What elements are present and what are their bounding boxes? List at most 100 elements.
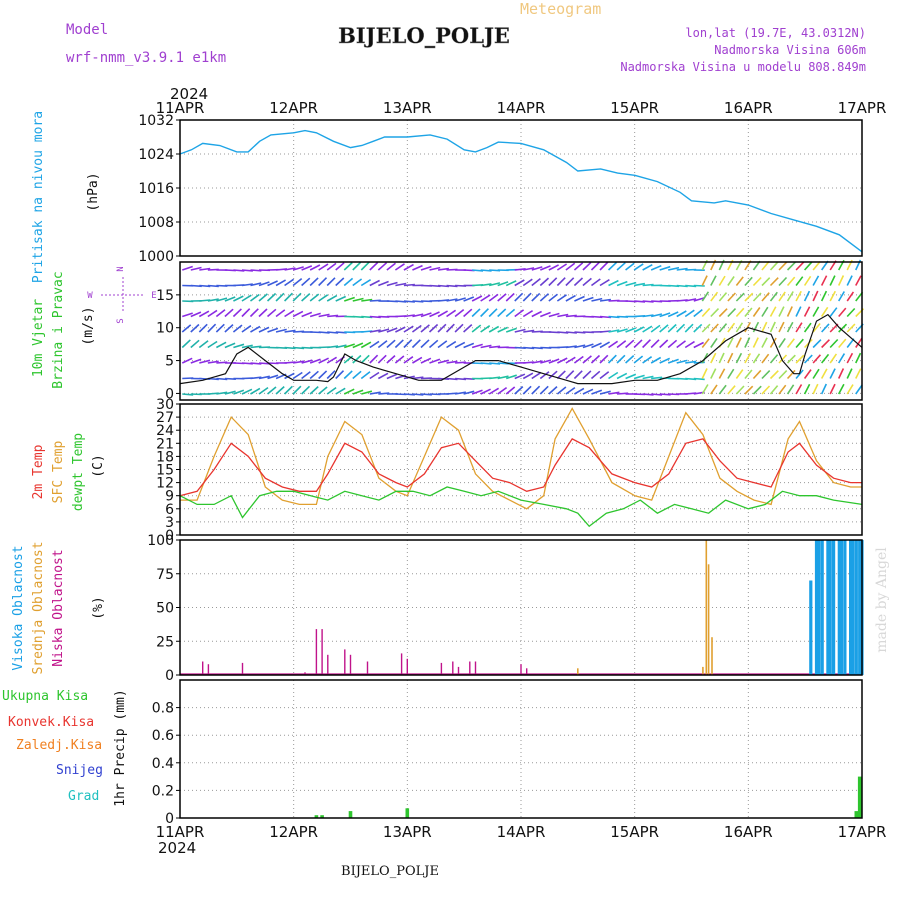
wind-arrow bbox=[659, 357, 671, 364]
y-tick-label: 5 bbox=[165, 354, 174, 370]
wind-arrow bbox=[369, 371, 380, 380]
cloud-bar bbox=[241, 662, 244, 675]
sfc-label: SFC Temp bbox=[51, 441, 66, 504]
wind-arrow bbox=[769, 354, 779, 364]
wind-arrow bbox=[650, 264, 662, 271]
wind-arrow bbox=[744, 337, 751, 348]
wind-arrow bbox=[548, 370, 558, 380]
y-tick-label: 1000 bbox=[138, 249, 174, 265]
wind-arrow bbox=[846, 275, 853, 286]
wind-arrow bbox=[531, 292, 541, 302]
cloud-bar bbox=[440, 662, 443, 675]
wind-arrow bbox=[633, 339, 643, 349]
dew-label: dewpt Temp bbox=[71, 433, 86, 511]
wind-arrow bbox=[343, 388, 355, 395]
wind-arrow bbox=[181, 339, 191, 349]
wind-arrow bbox=[820, 368, 828, 379]
y-tick-label: 1016 bbox=[138, 181, 174, 197]
y-tick-label: 0.8 bbox=[152, 701, 174, 717]
wind-arrow bbox=[795, 276, 804, 286]
y-tick-label: 12 bbox=[156, 476, 174, 492]
wind-arrow bbox=[761, 370, 771, 380]
wind-arrow bbox=[608, 329, 620, 333]
wind-arrow bbox=[463, 390, 475, 395]
wind-arrow bbox=[599, 279, 610, 287]
wind-arrow bbox=[786, 384, 795, 395]
wind-arrow bbox=[292, 360, 305, 364]
wind-arrow bbox=[846, 368, 853, 379]
cloud-bar bbox=[452, 661, 454, 675]
wind-arrow bbox=[573, 277, 584, 287]
time-label-bottom: 11APR bbox=[156, 823, 205, 841]
wind-arrow bbox=[650, 339, 660, 349]
wind-arrow bbox=[795, 384, 803, 395]
wind-arrow bbox=[590, 370, 601, 380]
wind-arrow bbox=[718, 352, 725, 364]
y-tick-label: 1008 bbox=[138, 215, 174, 231]
wind-arrow bbox=[292, 371, 303, 380]
wind-arrow bbox=[369, 354, 379, 364]
wind-arrow bbox=[258, 375, 270, 380]
zaledj-label: Zaledj.Kisa bbox=[16, 738, 102, 753]
wind-arrow bbox=[769, 337, 777, 348]
wind-arrow bbox=[250, 387, 261, 395]
cloud-bar bbox=[469, 661, 471, 675]
wind-arrow bbox=[250, 345, 262, 349]
wind-arrow bbox=[803, 369, 812, 379]
wind-arrow bbox=[207, 298, 219, 302]
wind-arrow bbox=[667, 311, 679, 318]
wind-arrow bbox=[565, 370, 575, 380]
wind-arrow bbox=[539, 371, 550, 380]
wind-arrow bbox=[803, 290, 811, 302]
wind-arrow bbox=[582, 370, 592, 380]
wind-arrow bbox=[471, 308, 481, 318]
wind-arrow bbox=[820, 383, 828, 395]
wind-arrow bbox=[599, 371, 610, 380]
wind-arrow bbox=[548, 293, 558, 302]
wind-arrow bbox=[616, 340, 627, 349]
wind-arrow bbox=[394, 263, 405, 271]
wind-arrow bbox=[761, 277, 771, 287]
y-tick-label: 9 bbox=[165, 489, 174, 505]
wind-arrow bbox=[565, 386, 576, 395]
wind-arrow bbox=[497, 281, 509, 287]
wind-arrow bbox=[574, 295, 585, 302]
wind-arrow bbox=[855, 368, 862, 379]
wind-arrow bbox=[352, 389, 364, 395]
wind-arrow bbox=[607, 354, 617, 364]
wind-arrow bbox=[344, 343, 355, 349]
wind-arrow bbox=[565, 262, 576, 271]
year-top: 2024 bbox=[170, 85, 208, 103]
wind-arrow bbox=[778, 291, 786, 302]
wind-arrow bbox=[659, 312, 671, 318]
precip-bar bbox=[314, 815, 319, 818]
y-tick-label: 21 bbox=[156, 436, 174, 452]
wind-arrow bbox=[625, 262, 635, 271]
wind-arrow bbox=[207, 309, 218, 318]
panel-border bbox=[179, 679, 863, 819]
wind-arrow bbox=[471, 295, 483, 302]
wind-arrow bbox=[480, 344, 492, 349]
wind-arrow bbox=[599, 341, 610, 349]
wind-arrow bbox=[735, 307, 745, 318]
y-tick-label: 0 bbox=[165, 811, 174, 827]
wind-arrow bbox=[394, 355, 405, 364]
wind-arrow bbox=[752, 277, 762, 287]
wind-arrow bbox=[804, 261, 813, 271]
wind-arrow bbox=[778, 306, 785, 317]
wind-arrow bbox=[650, 356, 662, 364]
cloud-bar bbox=[828, 540, 832, 675]
wind-arrow bbox=[292, 277, 303, 287]
wind-arrow bbox=[786, 369, 796, 380]
wind-arrow bbox=[769, 277, 779, 287]
wind-arrow bbox=[710, 384, 718, 395]
wind-arrow bbox=[480, 325, 491, 333]
wind-arrow bbox=[224, 342, 236, 349]
cloud-bar bbox=[814, 540, 819, 675]
wind-arrow bbox=[812, 354, 821, 364]
wind-arrow bbox=[855, 384, 863, 395]
lonlat-label: lon,lat (19.7E, 43.0312N) bbox=[685, 26, 866, 40]
precip-bar bbox=[854, 811, 859, 818]
time-label-top: 11APR bbox=[156, 99, 205, 117]
